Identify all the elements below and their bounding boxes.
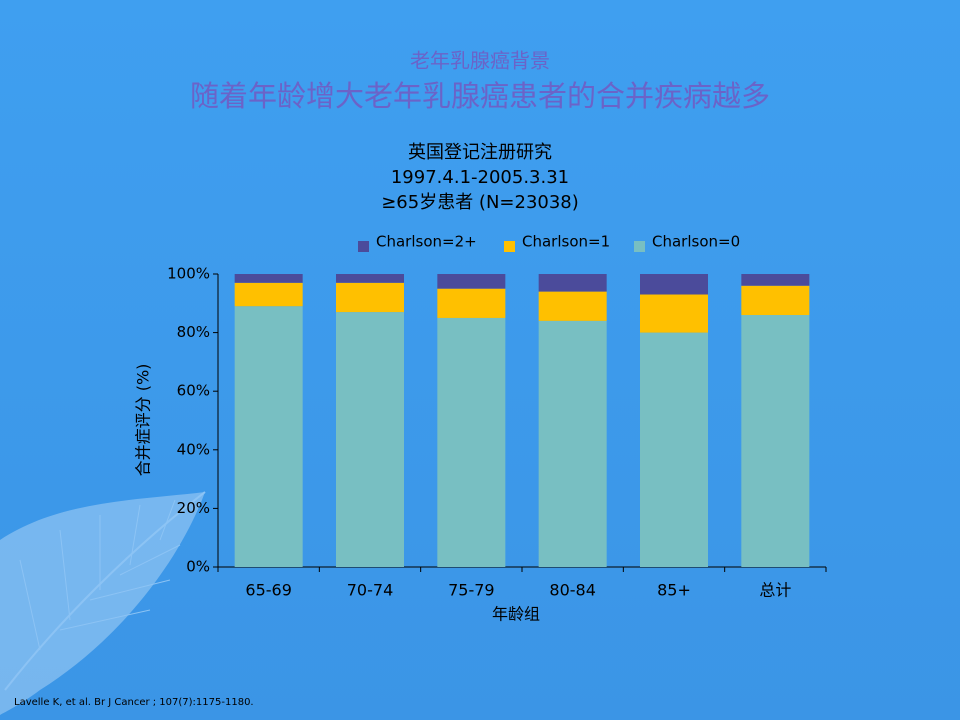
bar-segment bbox=[538, 274, 607, 292]
bar-segment bbox=[741, 274, 810, 286]
y-axis-label: 合并症评分 (%) bbox=[134, 364, 153, 477]
y-tick-label: 0% bbox=[186, 558, 210, 576]
x-tick-label: 80-84 bbox=[549, 581, 596, 600]
bar-segment bbox=[640, 274, 708, 295]
bar-segment bbox=[234, 306, 303, 567]
x-tick-label: 总计 bbox=[759, 581, 791, 600]
legend-swatch bbox=[504, 241, 515, 252]
x-tick-label: 85+ bbox=[657, 581, 691, 600]
bar-segment bbox=[640, 332, 708, 567]
footnote: Lavelle K, et al. Br J Cancer ; 107(7):1… bbox=[14, 697, 254, 708]
y-tick-label: 40% bbox=[177, 440, 210, 458]
legend-label: Charlson=1 bbox=[522, 233, 610, 251]
subheading: 随着年龄增大老年乳腺癌患者的合并疾病越多 bbox=[190, 79, 770, 113]
bar-segment bbox=[437, 317, 506, 567]
bar-segment bbox=[336, 312, 404, 567]
bar-segment bbox=[538, 320, 607, 567]
legend-swatch bbox=[358, 241, 369, 252]
bar-segment bbox=[437, 274, 506, 289]
bar-segment bbox=[234, 274, 303, 283]
x-tick-label: 75-79 bbox=[448, 581, 495, 600]
bar-segment bbox=[538, 291, 607, 321]
x-tick-label: 70-74 bbox=[347, 581, 394, 600]
x-tick-label: 65-69 bbox=[245, 581, 292, 600]
bar-segment bbox=[437, 288, 506, 318]
bar-segment bbox=[234, 282, 303, 307]
legend-label: Charlson=2+ bbox=[376, 233, 477, 251]
heading: 老年乳腺癌背景 bbox=[410, 49, 550, 73]
bar-segment bbox=[640, 294, 708, 333]
chart-title: 1997.4.1-2005.3.31 bbox=[391, 167, 569, 188]
y-tick-label: 100% bbox=[167, 265, 210, 283]
y-tick-label: 80% bbox=[177, 323, 210, 341]
leaf-decoration bbox=[0, 491, 206, 715]
chart-title: ≥65岁患者 (N=23038) bbox=[381, 192, 579, 213]
y-tick-label: 20% bbox=[177, 499, 210, 517]
bar-segment bbox=[741, 285, 810, 316]
bar-segment bbox=[741, 315, 810, 567]
bar-segment bbox=[336, 274, 404, 283]
x-axis-label: 年龄组 bbox=[492, 605, 540, 624]
legend-swatch bbox=[634, 241, 645, 252]
bar-segment bbox=[336, 282, 404, 313]
chart-title: 英国登记注册研究 bbox=[408, 142, 552, 163]
legend-label: Charlson=0 bbox=[652, 233, 740, 251]
y-tick-label: 60% bbox=[177, 382, 210, 400]
